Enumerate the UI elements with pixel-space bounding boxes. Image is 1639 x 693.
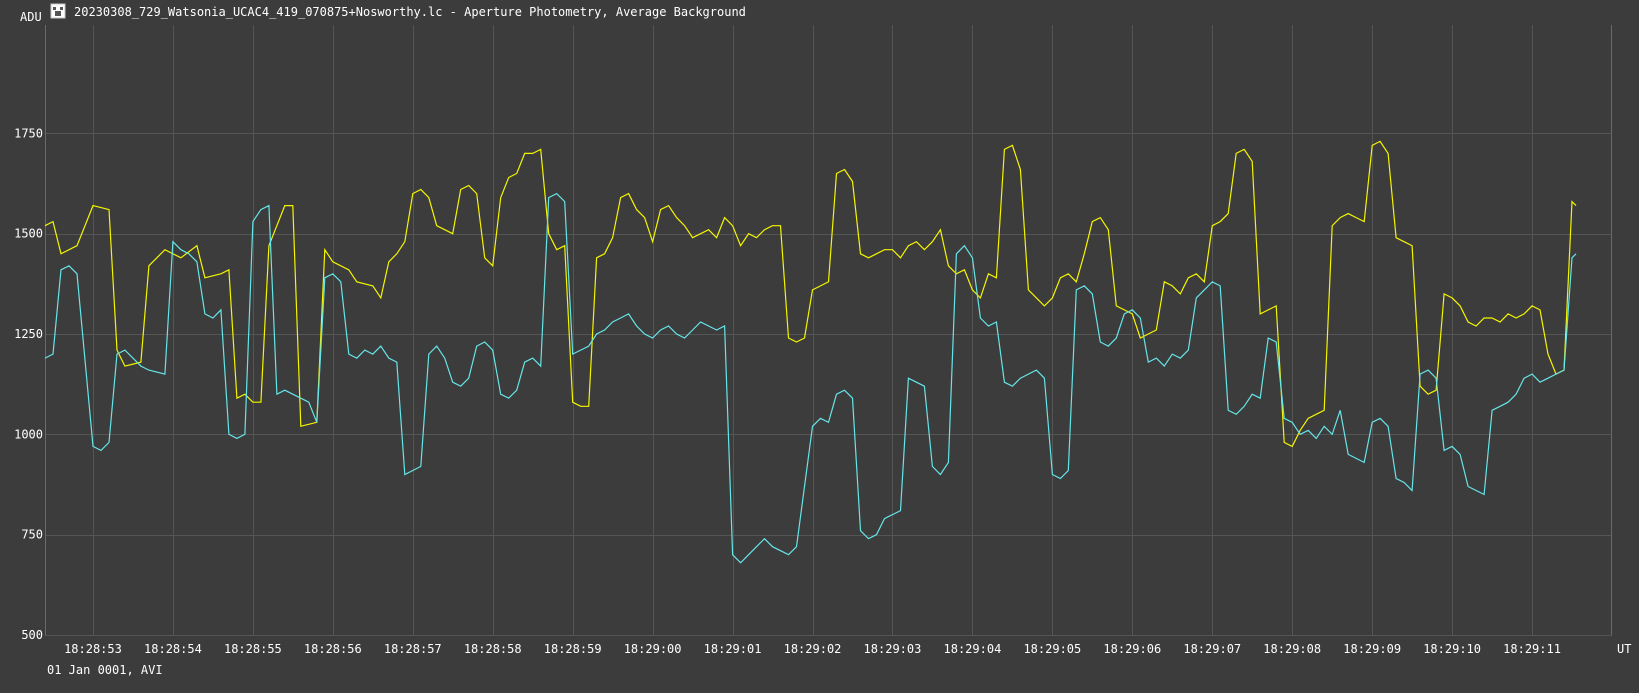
x-tick-label: 18:28:58 bbox=[464, 642, 522, 656]
y-tick-label: 500 bbox=[21, 628, 43, 642]
y-tick-label: 750 bbox=[21, 528, 43, 542]
date-label: 01 Jan 0001, AVI bbox=[47, 663, 163, 677]
x-tick-label: 18:29:06 bbox=[1103, 642, 1161, 656]
x-tick-label: 18:28:57 bbox=[384, 642, 442, 656]
x-tick-label: 18:29:05 bbox=[1023, 642, 1081, 656]
x-tick-label: 18:28:55 bbox=[224, 642, 282, 656]
y-tick-label: 1250 bbox=[14, 327, 43, 341]
axis-layer: ADU UT bbox=[20, 10, 1631, 656]
series-line-yellow bbox=[44, 140, 1577, 448]
y-tick-label: 1750 bbox=[14, 126, 43, 140]
x-tick-label: 18:28:56 bbox=[304, 642, 362, 656]
lightcurve-app-icon bbox=[50, 3, 66, 19]
x-tick-label: 18:29:11 bbox=[1503, 642, 1561, 656]
series-line-cyan bbox=[44, 192, 1577, 564]
y-tick-label: 1000 bbox=[14, 427, 43, 441]
x-tick-label: 18:29:09 bbox=[1343, 642, 1401, 656]
x-tick-label: 18:29:08 bbox=[1263, 642, 1321, 656]
x-tick-label: 18:29:07 bbox=[1183, 642, 1241, 656]
x-tick-label: 18:29:00 bbox=[624, 642, 682, 656]
x-tick-label: 18:29:01 bbox=[704, 642, 762, 656]
x-axis-label: UT bbox=[1617, 642, 1631, 656]
x-tick-label: 18:29:02 bbox=[784, 642, 842, 656]
x-tick-label: 18:28:54 bbox=[144, 642, 202, 656]
x-tick-label: 18:29:03 bbox=[864, 642, 922, 656]
y-tick-labels: 500 750 1000 1250 1500 1750 bbox=[14, 126, 43, 642]
y-axis-label: ADU bbox=[20, 10, 42, 24]
y-tick-label: 1500 bbox=[14, 227, 43, 241]
title-bar: 20230308_729_Watsonia_UCAC4_419_070875+N… bbox=[50, 3, 746, 19]
x-tick-label: 18:28:59 bbox=[544, 642, 602, 656]
x-tick-label: 18:29:04 bbox=[944, 642, 1002, 656]
x-tick-label: 18:28:53 bbox=[64, 642, 122, 656]
x-tick-labels: 18:28:53 18:28:54 18:28:55 18:28:56 18:28:57… bbox=[64, 642, 1561, 656]
window-title: 20230308_729_Watsonia_UCAC4_419_070875+N… bbox=[74, 5, 746, 19]
series-layer bbox=[44, 140, 1577, 564]
x-tick-label: 18:29:10 bbox=[1423, 642, 1481, 656]
grid-layer bbox=[45, 25, 1612, 636]
